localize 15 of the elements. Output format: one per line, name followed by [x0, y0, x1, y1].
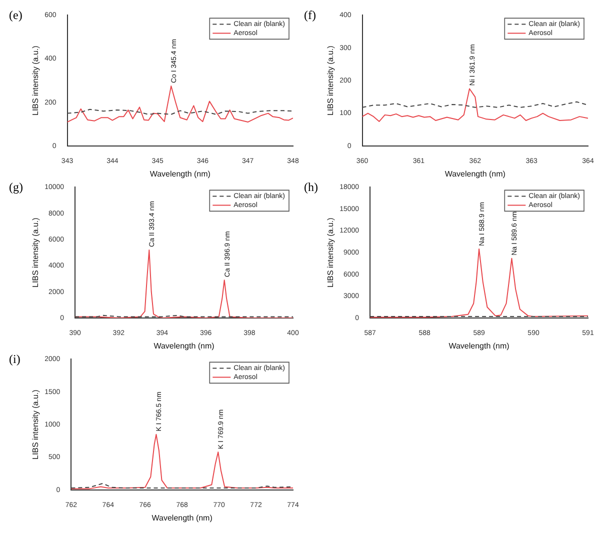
y-axis-title: LIBS intensity (a.u.) [326, 45, 336, 116]
y-axis-title: LIBS intensity (a.u.) [326, 217, 336, 288]
chart-title: (g) [9, 180, 23, 194]
chart-title: (i) [9, 352, 20, 366]
chart-title: (e) [9, 8, 22, 22]
x-axis-title: Wavelength (nm) [444, 169, 506, 178]
x-axis-title: Wavelength (nm) [448, 341, 510, 350]
x-axis-title: Wavelength (nm) [150, 169, 211, 178]
x-axis-title: Wavelength (nm) [152, 513, 213, 522]
chart-title: (f) [304, 8, 316, 22]
y-axis-title: LIBS intensity (a.u.) [31, 45, 40, 116]
chart-title: (h) [304, 180, 318, 194]
x-axis-title: Wavelength (nm) [154, 341, 215, 350]
y-axis-title: LIBS intensity (a.u.) [31, 217, 40, 288]
y-axis-title: LIBS intensity (a.u.) [31, 389, 40, 460]
